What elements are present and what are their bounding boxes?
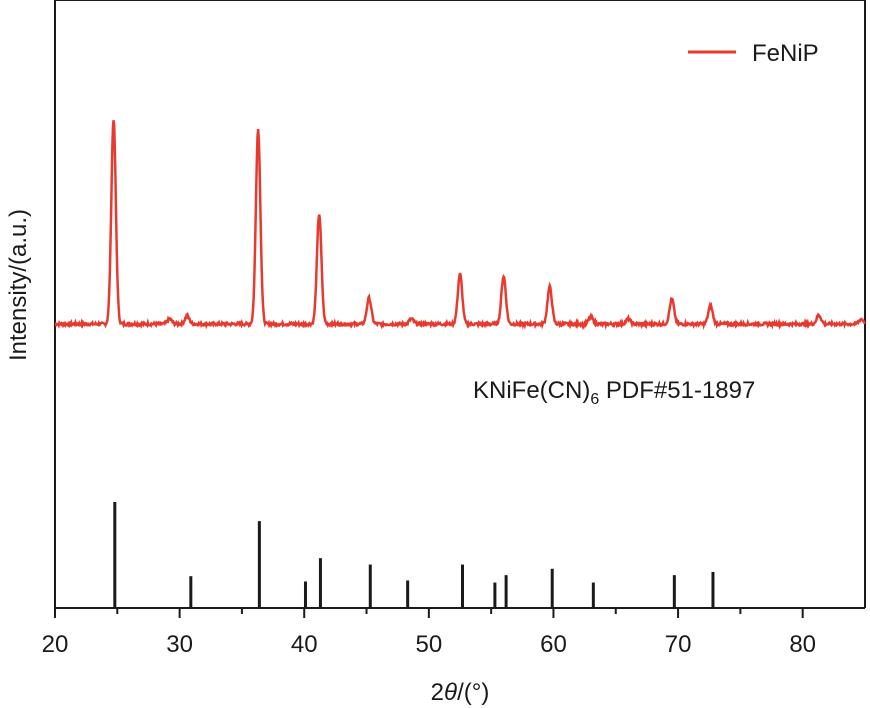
y-axis-title: Intensity/(a.u.): [5, 209, 32, 361]
x-tick-label-80: 80: [789, 631, 816, 658]
x-axis-title: 2θ/(°): [431, 679, 490, 706]
x-tick-label-60: 60: [540, 631, 567, 658]
plot-frame: [54, 0, 866, 609]
x-tick-labels: 20 30 40 50 60 70 80: [42, 631, 816, 658]
legend-label-feniP: FeNiP: [752, 40, 819, 67]
x-ticks: [54, 608, 804, 618]
series-line-feniP: [54, 120, 867, 331]
x-tick-label-40: 40: [291, 631, 318, 658]
reference-label: KNiFe(CN)6 PDF#51-1897: [473, 377, 755, 408]
legend: FeNiP: [688, 40, 819, 67]
x-tick-label-70: 70: [665, 631, 692, 658]
x-tick-label-30: 30: [166, 631, 193, 658]
series-group: [54, 120, 867, 331]
x-tick-label-50: 50: [415, 631, 442, 658]
x-tick-label-20: 20: [42, 631, 69, 658]
reference-sticks: [113, 502, 715, 608]
